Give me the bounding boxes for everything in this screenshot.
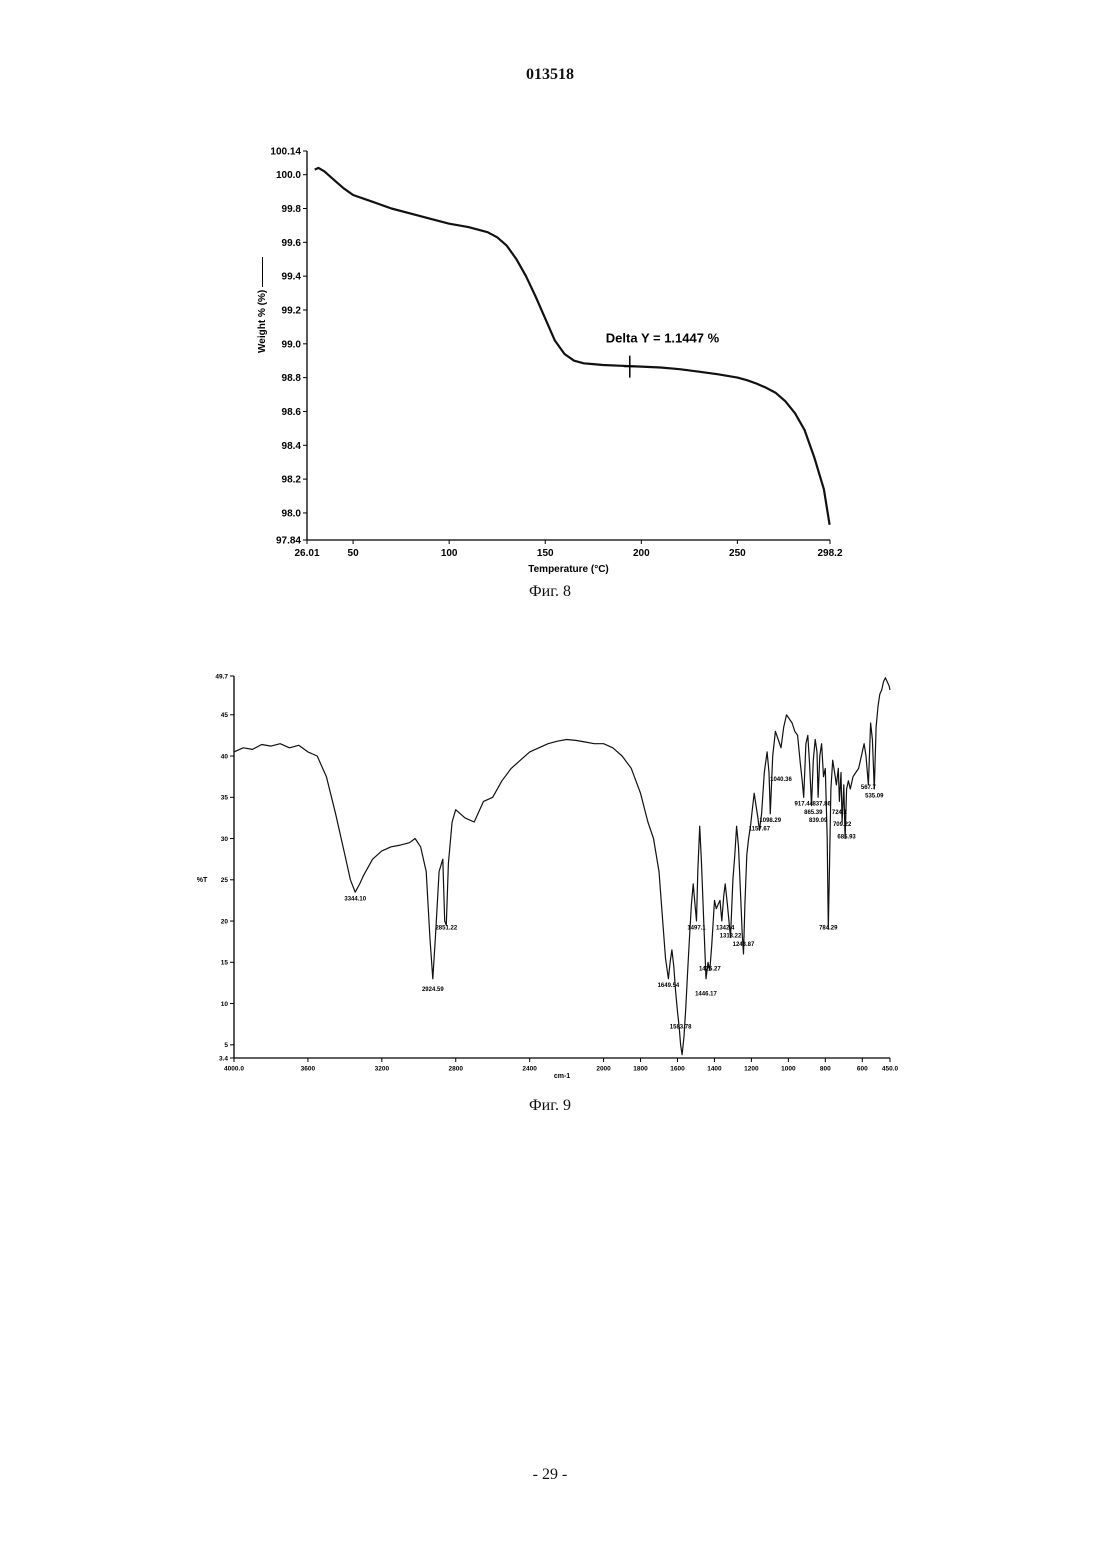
peak-label: 535.09	[865, 793, 884, 799]
x-tick-label: 150	[537, 548, 554, 559]
x-tick-label: 1200	[744, 1066, 759, 1073]
x-tick-label: 1800	[633, 1066, 648, 1073]
y-tick-label: 98.4	[282, 441, 302, 452]
x-tick-label: 250	[729, 548, 746, 559]
peak-label: 1313.22	[720, 934, 742, 940]
y-tick-label: 20	[221, 918, 229, 925]
y-axis-label: Weight % (%) ———	[257, 257, 268, 353]
peak-label: 709.22	[833, 822, 852, 828]
x-tick-label: 800	[820, 1066, 831, 1073]
x-tick-label: 2000	[596, 1066, 611, 1073]
x-tick-label: 4000.0	[224, 1066, 244, 1073]
peak-label: 1446.17	[695, 991, 717, 997]
x-tick-label: 50	[348, 548, 360, 559]
y-tick-label: 99.0	[282, 339, 302, 350]
x-tick-label: 3600	[301, 1066, 316, 1073]
y-tick-label: 98.6	[282, 407, 302, 418]
y-tick-label: 49.7	[215, 673, 228, 680]
peak-label: 724.1	[832, 810, 848, 816]
peak-label: 917.44	[795, 802, 814, 808]
x-tick-label: 1400	[707, 1066, 722, 1073]
peak-label: 1040.36	[770, 777, 792, 783]
tga-chart-svg: 97.84 98.0 98.2 98.4 98.6 98.8 99.0 99.2 99.4 99.…	[245, 135, 860, 585]
y-axis-label: %T	[197, 877, 208, 884]
x-tick-label: 200	[633, 548, 650, 559]
y-tick-label: 45	[221, 712, 229, 719]
peak-label: 685.93	[837, 835, 856, 841]
y-tick-label: 97.84	[276, 536, 301, 547]
peak-label: 567.7	[861, 785, 877, 791]
peak-label: 1098.29	[759, 818, 781, 824]
x-tick-label: 2400	[522, 1066, 537, 1073]
y-tick-label: 25	[221, 877, 229, 884]
y-tick-label: 100.14	[270, 147, 301, 158]
peak-label: 839.09	[809, 818, 828, 824]
peak-label: 1583.78	[670, 1024, 692, 1030]
annotation-label: Delta Y = 1.1447 %	[606, 331, 720, 346]
y-tick-label: 99.6	[282, 238, 302, 249]
peak-label: 1497.1	[687, 925, 706, 931]
data-series-line	[315, 168, 830, 525]
y-tick-label: 10	[221, 1001, 229, 1008]
x-tick-label: 100	[441, 548, 458, 559]
y-tick-label: 35	[221, 795, 229, 802]
ir-spectrum-chart: 3.4 5 10 15 20 25 30 35 40 45 49.7 4000.0 3600 3200 28…	[190, 660, 910, 1090]
peak-label: 3344.10	[344, 896, 366, 902]
document-number: 013518	[0, 66, 1100, 84]
x-tick-label: 1600	[670, 1066, 685, 1073]
x-axis-label: Temperature (°C)	[528, 564, 609, 575]
y-tick-label: 98.0	[282, 508, 302, 519]
peak-label: 2851.22	[435, 925, 457, 931]
peak-label: 1243.87	[733, 942, 755, 948]
x-axis-label: cm-1	[554, 1073, 570, 1080]
peak-label: 865.39	[804, 810, 823, 816]
y-tick-label: 30	[221, 836, 229, 843]
y-tick-label: 99.8	[282, 204, 302, 215]
x-tick-label: 1000	[781, 1066, 796, 1073]
y-tick-label: 98.8	[282, 373, 302, 384]
y-tick-label: 5	[224, 1042, 228, 1049]
x-tick-label: 298.2	[817, 548, 842, 559]
x-tick-label: 600	[857, 1066, 868, 1073]
data-series-line	[234, 678, 890, 1055]
peak-label: 1649.54	[658, 983, 680, 989]
peak-label: 837.86	[812, 802, 831, 808]
y-tick-label: 100.0	[276, 170, 301, 181]
figure-9-caption: Фиг. 9	[0, 1097, 1100, 1115]
y-tick-label: 99.2	[282, 305, 302, 316]
y-tick-label: 40	[221, 753, 229, 760]
y-tick-label: 98.2	[282, 475, 302, 486]
peak-label: 1157.67	[749, 826, 771, 832]
tga-chart: 97.84 98.0 98.2 98.4 98.6 98.8 99.0 99.2 99.4 99.…	[245, 135, 860, 585]
peak-label: 2924.59	[422, 987, 444, 993]
x-tick-label: 26.01	[294, 548, 319, 559]
page-number: - 29 -	[0, 1466, 1100, 1484]
x-tick-label: 450.0	[882, 1066, 899, 1073]
ir-spectrum-chart-svg: 3.4 5 10 15 20 25 30 35 40 45 49.7 4000.0 3600 3200 28…	[190, 660, 910, 1090]
peak-label: 784.29	[819, 925, 838, 931]
peak-label: 1425.27	[699, 967, 721, 973]
y-tick-label: 99.4	[282, 272, 302, 283]
figure-8-caption: Фиг. 8	[0, 583, 1100, 601]
y-tick-label: 3.4	[219, 1055, 228, 1062]
x-tick-label: 2800	[449, 1066, 464, 1073]
x-tick-label: 3200	[375, 1066, 390, 1073]
y-tick-label: 15	[221, 960, 229, 967]
peak-label: 1342.4	[716, 925, 735, 931]
